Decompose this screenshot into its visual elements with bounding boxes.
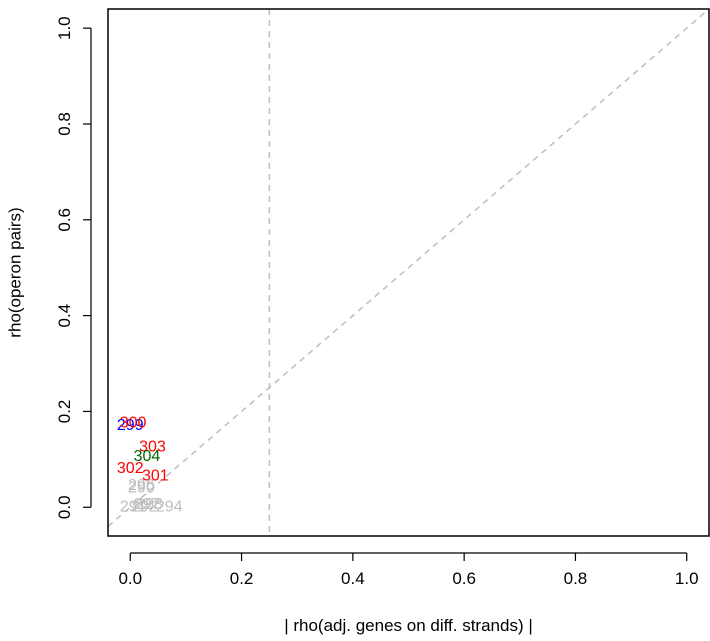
- x-axis: 0.0 0.2 0.4 0.6 0.8 1.0: [118, 552, 699, 588]
- y-tick-label: 0.0: [55, 495, 74, 519]
- data-point-label: 302: [117, 460, 144, 477]
- reference-lines: [107, 8, 710, 536]
- data-point-label: 297: [134, 496, 161, 513]
- data-point-label: 304: [134, 448, 161, 465]
- diagonal-reference-line: [107, 8, 710, 527]
- data-point-label: 296: [128, 477, 155, 494]
- data-point-label: 292: [131, 498, 158, 515]
- x-tick-label: 0.0: [118, 569, 142, 588]
- x-tick-label: 0.6: [452, 569, 476, 588]
- data-point-label: 291: [120, 498, 147, 515]
- data-point-label: 299: [117, 417, 144, 434]
- x-tick-label: 1.0: [675, 569, 699, 588]
- x-tick-label: 0.2: [230, 569, 254, 588]
- y-tick-label: 0.8: [55, 112, 74, 136]
- data-point-label: 294: [156, 498, 183, 515]
- y-axis: 0.0 0.2 0.4 0.6 0.8 1.0: [55, 16, 92, 519]
- data-point-label: 303: [139, 439, 166, 456]
- x-tick-label: 0.8: [564, 569, 588, 588]
- data-point-label: 293: [136, 496, 163, 513]
- data-point-label: 290: [128, 479, 155, 496]
- data-point-label: 301: [142, 467, 169, 484]
- y-tick-label: 0.6: [55, 208, 74, 232]
- data-point-label: 300: [120, 415, 147, 432]
- plot-area-border: [107, 8, 710, 537]
- x-tick-label: 0.4: [341, 569, 365, 588]
- y-tick-label: 0.2: [55, 400, 74, 424]
- y-tick-label: 0.4: [55, 304, 74, 328]
- x-axis-label: | rho(adj. genes on diff. strands) |: [284, 616, 533, 635]
- y-tick-label: 1.0: [55, 16, 74, 40]
- y-axis-label: rho(operon pairs): [5, 207, 24, 337]
